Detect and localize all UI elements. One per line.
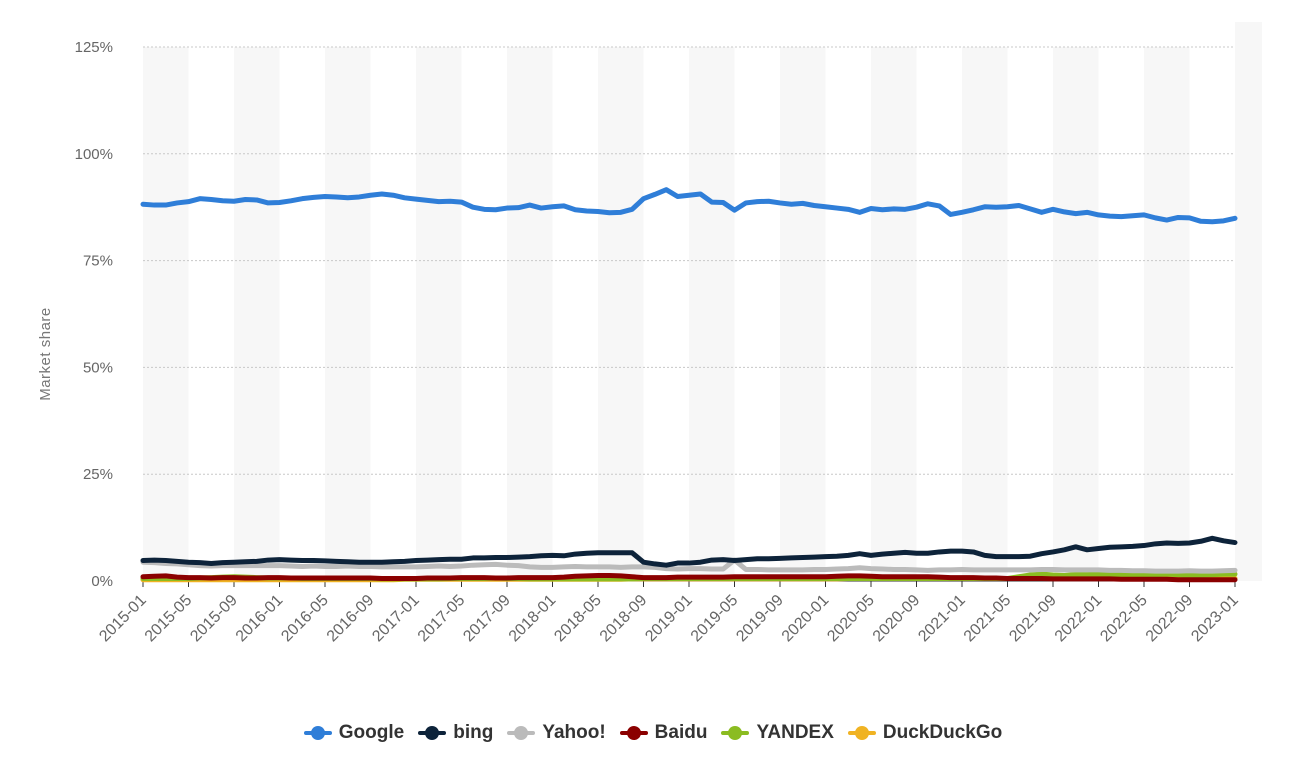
x-tick-label: 2020-01 [779, 592, 833, 646]
series-line-yahoo [140, 557, 1238, 574]
x-tick-label: 2015-05 [142, 592, 196, 646]
line-chart: 0%25%50%75%100%125%Market share2015-0120… [37, 22, 1262, 646]
legend-swatch-icon [418, 726, 447, 740]
legend-label: YANDEX [756, 722, 834, 743]
legend-label: Baidu [654, 722, 708, 743]
y-tick-label: 100% [75, 146, 113, 163]
x-tick-label: 2022-01 [1052, 592, 1106, 646]
x-tick-label: 2015-09 [187, 592, 241, 646]
x-tick-label: 2021-09 [1006, 592, 1060, 646]
legend-label: Google [338, 722, 405, 743]
x-tick-label: 2022-05 [1097, 592, 1151, 646]
legend-item-yahoo[interactable]: Yahoo! [507, 722, 606, 744]
x-tick-label: 2018-09 [597, 592, 651, 646]
x-tick-label: 2016-01 [233, 592, 287, 646]
plot-band [871, 47, 917, 581]
x-tick-label: 2017-01 [369, 592, 423, 646]
x-tick-label: 2015-01 [96, 592, 150, 646]
series-line-baidu [140, 572, 1238, 583]
plot-band [689, 47, 735, 581]
legend-label: bing [453, 722, 494, 743]
legend-label: DuckDuckGo [882, 722, 1003, 743]
legend-swatch-icon [721, 726, 750, 740]
y-tick-label: 75% [83, 253, 113, 270]
legend-swatch-icon [847, 726, 876, 740]
legend-item-duckduckgo[interactable]: DuckDuckGo [847, 722, 1003, 744]
x-tick-label: 2022-09 [1143, 592, 1197, 646]
x-tick-label: 2018-01 [506, 592, 560, 646]
x-tick-label: 2023-01 [1188, 592, 1242, 646]
legend-swatch-icon [303, 726, 332, 740]
y-tick-label: 0% [91, 573, 113, 590]
legend-label: Yahoo! [542, 722, 606, 743]
plot-band [1235, 22, 1262, 581]
plot-band [325, 47, 371, 581]
x-tick-label: 2017-05 [415, 592, 469, 646]
plot-band [507, 47, 553, 581]
x-tick-label: 2019-01 [642, 592, 696, 646]
x-tick-label: 2017-09 [460, 592, 514, 646]
legend-item-bing[interactable]: bing [418, 722, 493, 744]
plot-band [1144, 47, 1190, 581]
y-tick-label: 25% [83, 466, 113, 483]
x-tick-label: 2016-05 [278, 592, 332, 646]
x-tick-label: 2020-05 [824, 592, 878, 646]
legend-item-yandex[interactable]: YANDEX [721, 722, 834, 744]
y-tick-label: 50% [83, 359, 113, 376]
series-line-bing [140, 535, 1238, 568]
x-tick-label: 2018-05 [551, 592, 605, 646]
x-tick-label: 2016-09 [324, 592, 378, 646]
x-tick-label: 2019-05 [688, 592, 742, 646]
plot-band [780, 47, 826, 581]
y-axis-title: Market share [37, 307, 54, 401]
plot-band [1053, 47, 1099, 581]
plot-band [234, 47, 280, 581]
series-line-google [140, 187, 1238, 225]
x-tick-label: 2020-09 [870, 592, 924, 646]
legend-item-baidu[interactable]: Baidu [619, 722, 708, 744]
legend-item-google[interactable]: Google [303, 722, 405, 744]
legend-swatch-icon [507, 726, 536, 740]
x-tick-label: 2021-05 [961, 592, 1015, 646]
legend-swatch-icon [619, 726, 648, 740]
y-tick-label: 125% [75, 39, 113, 56]
plot-band [598, 47, 644, 581]
plot-band [143, 47, 189, 581]
x-tick-label: 2021-01 [915, 592, 969, 646]
legend: Google bing Yahoo! Baidu YANDEX DuckDuckGo [0, 722, 1306, 744]
plot-band [416, 47, 462, 581]
plot-band [962, 47, 1008, 581]
x-tick-label: 2019-09 [733, 592, 787, 646]
